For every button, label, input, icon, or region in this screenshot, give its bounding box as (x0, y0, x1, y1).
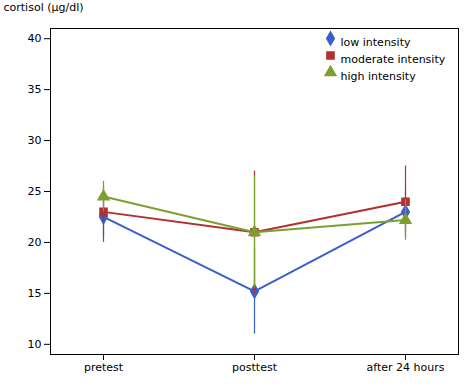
svg-text:cortisol (µg/dl): cortisol (µg/dl) (4, 1, 84, 14)
svg-text:posttest: posttest (232, 361, 278, 374)
svg-text:10: 10 (28, 338, 42, 351)
svg-text:30: 30 (28, 134, 42, 147)
svg-text:pretest: pretest (84, 361, 124, 374)
svg-text:40: 40 (28, 32, 42, 45)
svg-text:moderate intensity: moderate intensity (341, 53, 446, 66)
svg-text:after 24 hours: after 24 hours (367, 361, 445, 374)
svg-text:35: 35 (28, 83, 42, 96)
svg-text:25: 25 (28, 185, 42, 198)
svg-text:20: 20 (28, 236, 42, 249)
svg-text:15: 15 (28, 287, 42, 300)
svg-text:low intensity: low intensity (341, 36, 411, 49)
svg-text:high intensity: high intensity (341, 70, 417, 83)
